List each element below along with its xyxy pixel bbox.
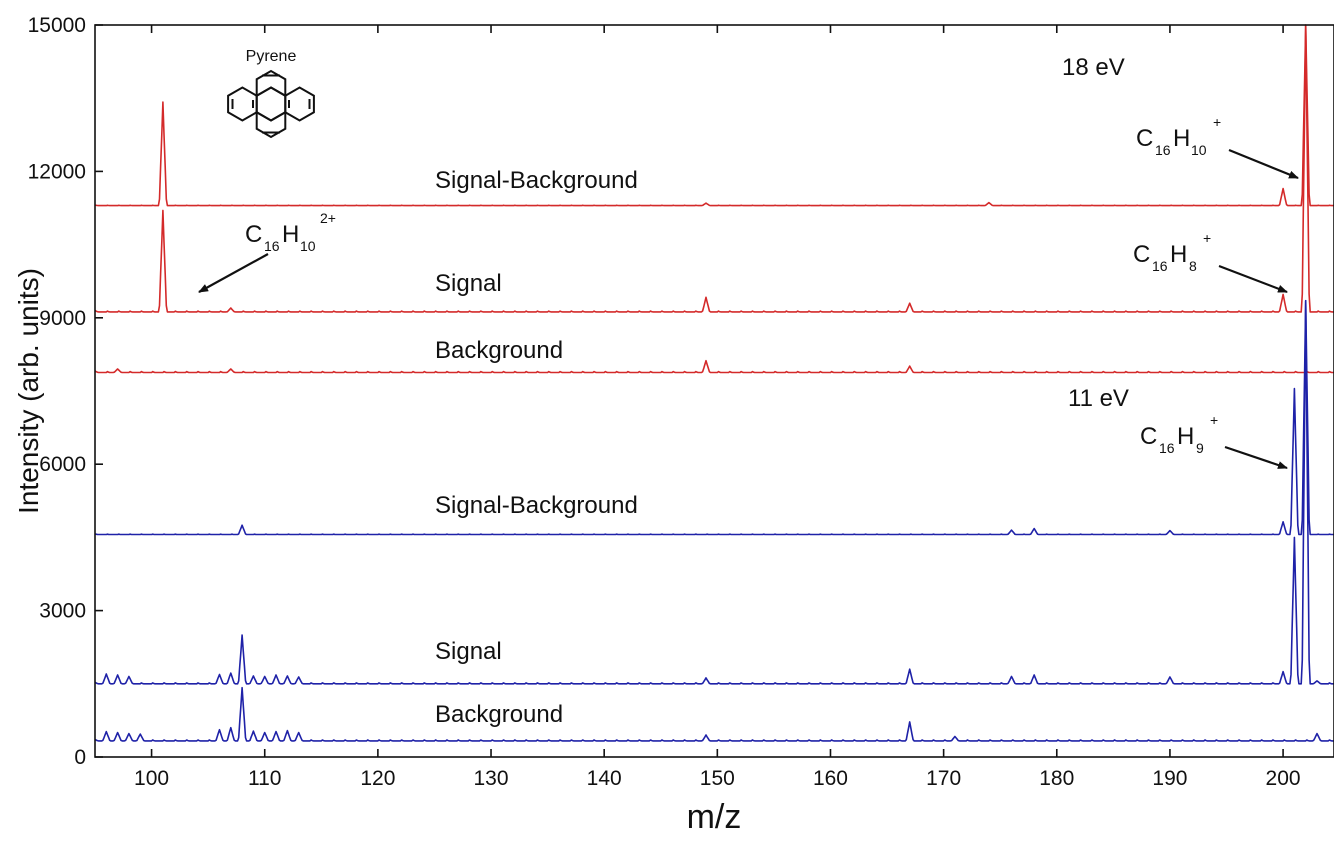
svg-text:10: 10 [1191,142,1207,158]
svg-text:10: 10 [300,238,316,254]
svg-text:+: + [1213,114,1221,130]
spectrum-traces [94,24,1334,742]
series-line-18ev-background [94,359,1334,374]
y-tick-label: 15000 [28,14,86,37]
svg-text:C: C [1140,423,1157,450]
annotation-c16h8-plus: C 16 H 8 + [1133,230,1211,274]
svg-text:16: 16 [1159,440,1175,456]
label-blue-signal-background: Signal-Background [435,492,638,519]
x-axis-title: m/z [687,798,742,836]
label-red-signal-background: Signal-Background [435,167,638,194]
y-tick-label: 9000 [39,307,86,330]
label-blue-signal: Signal [435,638,502,665]
svg-text:2+: 2+ [320,210,336,226]
svg-text:+: + [1203,230,1211,246]
svg-text:C: C [1133,241,1150,268]
series-line-18ev-signal-background [94,24,1334,207]
axis-ticks: 100 110 120 130 140 150 160 170 180 190 200 0 3000 60… [28,14,1301,790]
x-tick-label: 200 [1266,767,1301,790]
svg-text:8: 8 [1189,258,1197,274]
y-axis-title: Intensity (arb. units) [13,268,44,514]
x-tick-label: 170 [926,767,961,790]
svg-text:16: 16 [1155,142,1171,158]
molecule-name: Pyrene [246,48,297,65]
x-tick-label: 150 [700,767,735,790]
energy-label-18ev: 18 eV [1062,54,1125,81]
x-tick-label: 140 [587,767,622,790]
x-tick-label: 120 [360,767,395,790]
svg-text:+: + [1210,412,1218,428]
plot-frame [94,24,1334,758]
y-tick-label: 6000 [39,453,86,476]
arrow-c16h8-plus [1218,264,1288,294]
svg-text:H: H [282,221,299,248]
svg-text:16: 16 [264,238,280,254]
arrow-c16h9-plus [1224,445,1288,470]
series-line-11ev-background [94,686,1334,742]
arrow-c16h10-plus [1228,148,1299,180]
series-line-11ev-signal-background [94,299,1334,536]
annotation-c16h9-plus: C 16 H 9 + [1140,412,1218,456]
x-tick-label: 110 [248,767,281,790]
label-red-background: Background [435,337,563,364]
arrow-c16h10-2plus [198,253,269,293]
energy-label-11ev: 11 eV [1068,385,1129,412]
svg-text:C: C [245,221,262,248]
x-tick-label: 130 [474,767,509,790]
x-tick-label: 160 [813,767,848,790]
x-tick-label: 190 [1152,767,1187,790]
label-red-signal: Signal [435,270,502,297]
annotation-c16h10-plus: C 16 H 10 + [1136,114,1221,158]
svg-text:H: H [1177,423,1194,450]
svg-text:C: C [1136,125,1153,152]
svg-text:16: 16 [1152,258,1168,274]
pyrene-structure-icon: Pyrene [227,48,315,139]
series-line-11ev-signal [94,299,1334,685]
y-tick-label: 12000 [28,160,86,183]
svg-text:H: H [1173,125,1190,152]
x-tick-label: 180 [1039,767,1074,790]
svg-text:9: 9 [1196,440,1204,456]
annotation-c16h10-2plus: C 16 H 10 2+ [245,210,336,254]
x-tick-label: 100 [134,767,169,790]
y-tick-label: 3000 [39,600,86,623]
series-line-18ev-signal [94,24,1334,313]
y-tick-label: 0 [74,746,86,769]
label-blue-background: Background [435,701,563,728]
svg-text:H: H [1170,241,1187,268]
